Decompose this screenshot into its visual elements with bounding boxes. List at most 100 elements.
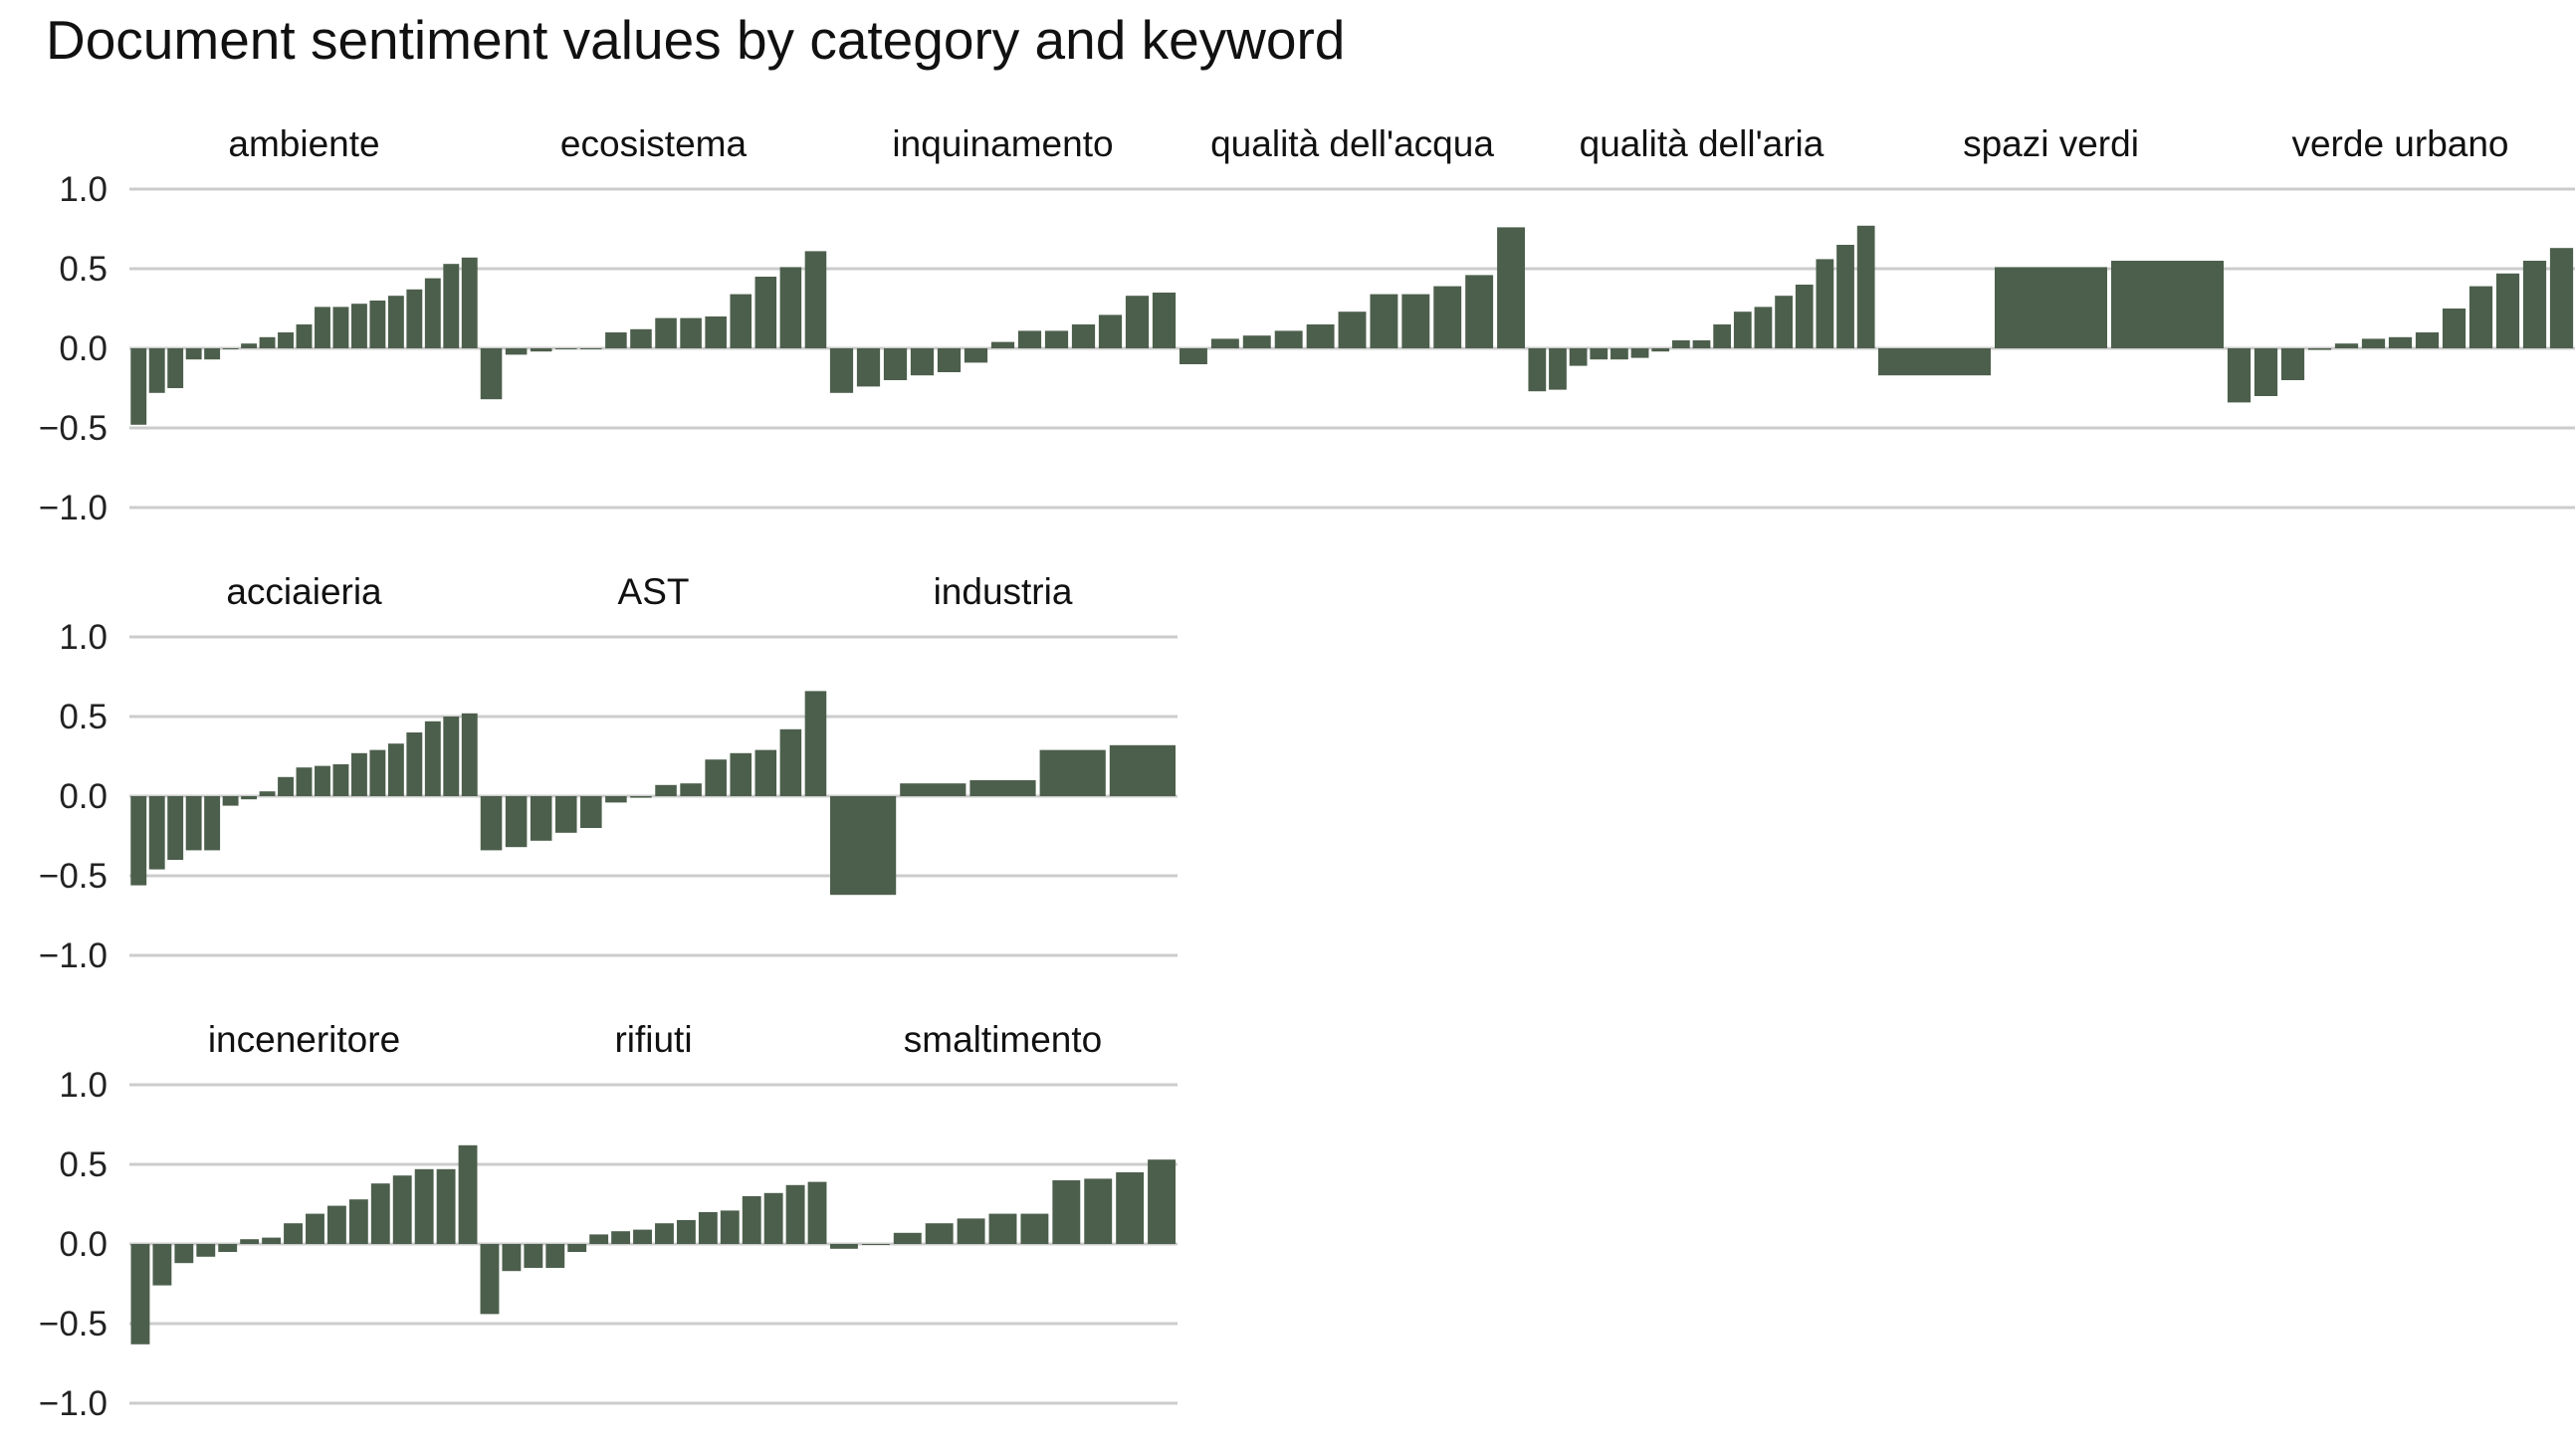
bar [262, 1237, 282, 1244]
bar [185, 796, 202, 851]
panel-label-smaltimento: smaltimento [904, 1019, 1102, 1060]
bar [1733, 311, 1752, 348]
bar [554, 796, 577, 833]
bar [785, 1184, 805, 1244]
bar [830, 796, 897, 896]
y-tick-label: 0.5 [59, 250, 107, 289]
bar [480, 348, 503, 400]
bar [505, 348, 528, 355]
bar [1497, 227, 1525, 348]
bar [1044, 330, 1069, 348]
bar [1692, 340, 1711, 348]
bar [1401, 294, 1430, 348]
y-tick-label: 0.0 [59, 1225, 107, 1264]
bar [241, 796, 258, 800]
bar [480, 1244, 500, 1315]
bar [883, 348, 908, 380]
bar [964, 348, 988, 363]
bar [1590, 348, 1609, 360]
bar [458, 1144, 478, 1244]
bar [804, 251, 827, 348]
bar [530, 796, 552, 841]
bar [436, 1168, 456, 1244]
bar [676, 1220, 696, 1244]
bar [630, 328, 652, 348]
bar [326, 1205, 346, 1244]
bar [1338, 311, 1367, 348]
bar [580, 348, 602, 349]
y-tick-label: 0.5 [59, 1145, 107, 1184]
bar [937, 348, 962, 372]
y-tick-label: 1.0 [59, 1066, 107, 1105]
panel-label-spazi-verdi: spazi verdi [1963, 123, 2139, 164]
bar [589, 1234, 609, 1244]
bar [392, 1175, 412, 1244]
bar [348, 1199, 368, 1244]
bar [1610, 348, 1628, 360]
bar [720, 1210, 740, 1244]
bar [856, 348, 881, 387]
bar [804, 691, 827, 796]
panel-label-ecosistema: ecosistema [560, 123, 748, 164]
bar [167, 348, 184, 388]
bar [2280, 348, 2305, 380]
bar [1528, 348, 1547, 392]
bar [278, 776, 294, 796]
bar [990, 341, 1015, 348]
bar [2334, 343, 2359, 348]
bar [545, 1244, 565, 1268]
y-tick-label: 0.0 [59, 329, 107, 368]
bar [2227, 348, 2252, 403]
bar [630, 796, 652, 798]
panel-label-inquinamento: inquinamento [892, 123, 1113, 164]
bar [779, 728, 802, 796]
bar [130, 1244, 150, 1344]
bar [988, 1213, 1017, 1244]
bar [580, 796, 602, 828]
chart-title: Document sentiment values by category an… [46, 9, 1346, 71]
bar [611, 1231, 631, 1244]
bar [130, 796, 147, 886]
bar [1549, 348, 1567, 390]
bar [240, 1239, 260, 1244]
bar [605, 796, 627, 803]
bar [524, 1244, 543, 1268]
bar [1116, 1172, 1145, 1244]
bar [2495, 273, 2520, 348]
y-tick-label: 0.0 [59, 777, 107, 816]
bar [218, 1244, 238, 1252]
bar [185, 348, 202, 360]
bar [461, 257, 478, 348]
bar [222, 348, 239, 349]
bar [807, 1181, 827, 1244]
bar [259, 791, 276, 796]
bar [1856, 225, 1875, 348]
bar [1630, 348, 1649, 358]
bar [2549, 248, 2574, 348]
bar [315, 307, 330, 348]
bar [1210, 338, 1239, 348]
bar [167, 796, 184, 860]
panel-label-rifiuti: rifiuti [614, 1019, 692, 1060]
bar [443, 717, 460, 796]
bar [1569, 348, 1588, 366]
bar [957, 1218, 985, 1244]
bar [241, 343, 258, 348]
bar [222, 796, 239, 806]
y-tick-label: −0.5 [39, 409, 107, 448]
bar [1052, 1180, 1081, 1244]
bar [1020, 1213, 1049, 1244]
bar [414, 1168, 434, 1244]
bar [925, 1223, 954, 1244]
bar [567, 1244, 587, 1252]
bar [505, 796, 528, 848]
panel-label-qualit-dell-acqua: qualità dell'acqua [1210, 123, 1494, 164]
panel-label-verde-urbano: verde urbano [2291, 123, 2508, 164]
bar [655, 784, 677, 796]
bar [680, 783, 702, 796]
bar [1084, 1178, 1113, 1244]
bar [196, 1244, 216, 1257]
bar [1754, 307, 1773, 348]
bar [284, 1223, 303, 1244]
bar [830, 1244, 858, 1249]
